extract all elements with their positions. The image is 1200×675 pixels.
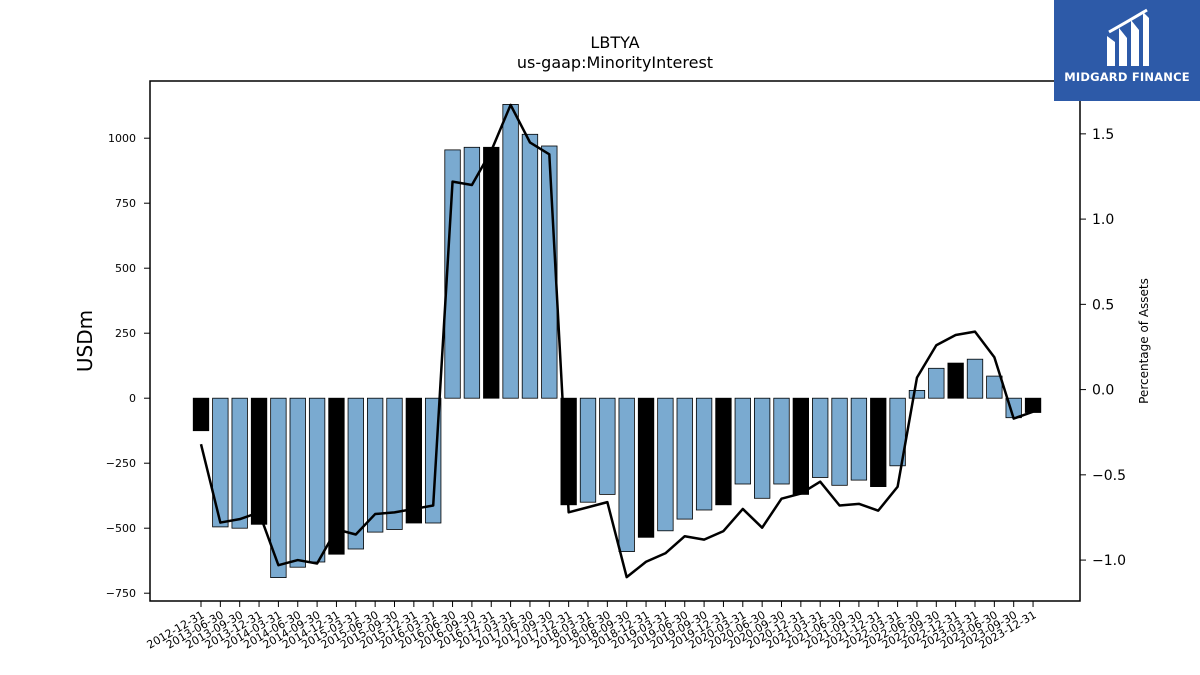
bar xyxy=(231,397,248,529)
y-tick-label: 250 xyxy=(115,327,136,340)
bar xyxy=(754,397,771,499)
bar xyxy=(966,358,984,399)
bar xyxy=(792,397,809,495)
bar xyxy=(947,362,964,399)
y2-tick-label: 1.0 xyxy=(1092,212,1114,228)
y2-tick-label: 1.5 xyxy=(1092,127,1114,143)
y2-tick-label: 0.0 xyxy=(1092,383,1114,399)
bar xyxy=(773,397,790,485)
bar xyxy=(908,389,926,399)
bar-series xyxy=(192,104,1042,579)
bar xyxy=(502,104,519,399)
y-tick-label: 0 xyxy=(129,392,136,405)
bar xyxy=(676,397,693,520)
bar xyxy=(347,397,364,550)
brand-logo: MIDGARD FINANCE xyxy=(1054,0,1200,101)
y-tick-label: −250 xyxy=(106,457,136,470)
bar xyxy=(715,397,732,506)
bar xyxy=(366,397,384,533)
y-axis: −750 −500 −250 0 250 500 750 1000 xyxy=(106,132,150,600)
bar xyxy=(734,397,751,485)
y-tick-label: −750 xyxy=(106,587,136,600)
bar xyxy=(986,375,1003,399)
bar xyxy=(579,397,597,503)
bar xyxy=(889,397,906,467)
series-line xyxy=(199,103,1034,579)
bar xyxy=(695,397,713,511)
bar xyxy=(444,149,461,399)
midgard-logo-icon xyxy=(1107,8,1149,66)
bar xyxy=(618,397,635,553)
bar xyxy=(1024,397,1042,413)
plot-frame xyxy=(149,80,1081,602)
bar xyxy=(463,146,481,399)
x-axis: 2012-12-312013-06-302013-09-302013-12-31… xyxy=(145,601,1039,652)
bar xyxy=(637,397,655,538)
bar xyxy=(850,397,868,481)
y-tick-label: 500 xyxy=(115,262,136,275)
y-tick-label: −500 xyxy=(106,522,136,535)
bar xyxy=(212,397,229,528)
bar xyxy=(831,397,848,486)
y2-tick-label: 0.5 xyxy=(1092,297,1114,313)
chart-subtitle: us-gaap:MinorityInterest xyxy=(517,53,713,72)
bar xyxy=(599,397,616,495)
bar xyxy=(328,397,345,555)
bar xyxy=(250,397,268,525)
bar xyxy=(308,397,326,563)
y-tick-label: 1000 xyxy=(108,132,136,145)
y2-tick-label: −0.5 xyxy=(1092,468,1126,484)
y-axis-label: USDm xyxy=(73,310,97,372)
bar xyxy=(386,397,403,530)
brand-name: MIDGARD FINANCE xyxy=(1064,70,1190,84)
y2-axis: −1.0 −0.5 0.0 0.5 1.0 1.5 xyxy=(1080,127,1126,569)
bar xyxy=(928,367,945,399)
bar xyxy=(812,397,829,478)
bar xyxy=(192,397,210,432)
chart-title: LBTYA xyxy=(590,33,639,52)
bar xyxy=(405,397,423,524)
bar xyxy=(270,397,287,579)
bar xyxy=(521,133,539,399)
bar xyxy=(289,397,306,568)
y-tick-label: 750 xyxy=(115,197,136,210)
y2-tick-label: −1.0 xyxy=(1092,553,1126,569)
bar xyxy=(483,146,500,399)
bar xyxy=(657,397,674,532)
line-series xyxy=(199,103,1034,579)
y2-axis-label: Percentage of Assets xyxy=(1137,278,1151,404)
bar xyxy=(870,397,887,488)
